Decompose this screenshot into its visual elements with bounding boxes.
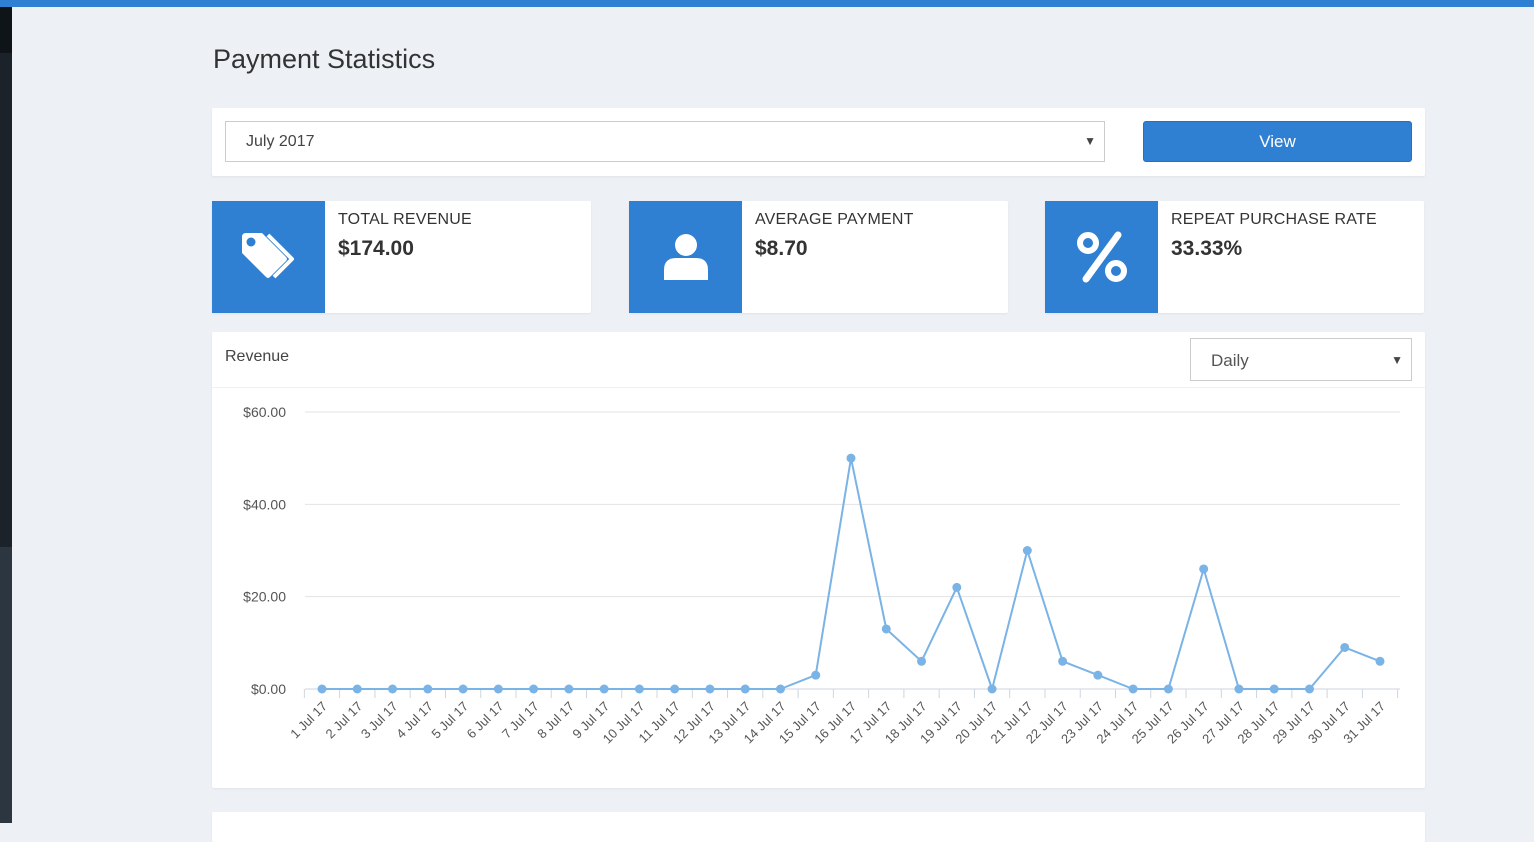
data-point [811, 670, 821, 680]
x-tick-label: 7 Jul 17 [499, 699, 542, 742]
data-point [670, 684, 680, 694]
stat-label: REPEAT PURCHASE RATE [1171, 211, 1377, 228]
stat-value: $174.00 [338, 237, 414, 260]
data-point [1340, 642, 1350, 652]
stat-label: AVERAGE PAYMENT [755, 211, 914, 228]
data-point [493, 684, 503, 694]
data-point [388, 684, 398, 694]
revenue-chart-panel: Revenue Daily ▼ $0.00 $20.00 $40.00 $60.00 1… [212, 332, 1425, 788]
page-title: Payment Statistics [213, 44, 436, 74]
next-panel [212, 812, 1425, 842]
data-point [458, 684, 468, 694]
period-select[interactable]: Daily ▼ [1190, 338, 1412, 381]
month-select[interactable]: July 2017 ▼ [225, 121, 1105, 162]
data-point [740, 684, 750, 694]
revenue-line-chart: $0.00 $20.00 $40.00 $60.00 1 Jul 172 Jul 173… [243, 404, 1400, 746]
data-point [917, 656, 927, 666]
price-tags-icon [212, 201, 325, 313]
chart-header: Revenue Daily ▼ [212, 332, 1425, 388]
data-point [1269, 684, 1279, 694]
y-tick-label: $40.00 [243, 496, 286, 512]
stat-card-average-payment: AVERAGE PAYMENT $8.70 [629, 201, 1008, 313]
data-point [881, 624, 891, 634]
data-point [599, 684, 609, 694]
revenue-series-line [322, 457, 1381, 690]
filter-panel: July 2017 ▼ View [212, 108, 1425, 176]
x-tick-label: 2 Jul 17 [323, 699, 366, 742]
percent-icon [1045, 201, 1158, 313]
data-point [352, 684, 362, 694]
sidebar-edge [0, 7, 12, 823]
data-point [529, 684, 539, 694]
data-point [1163, 684, 1173, 694]
x-tick-label: 5 Jul 17 [428, 699, 471, 742]
data-point [705, 684, 715, 694]
x-tick-label: 4 Jul 17 [393, 699, 436, 742]
data-point [317, 684, 327, 694]
data-point [1375, 656, 1385, 666]
stat-card-repeat-purchase-rate: REPEAT PURCHASE RATE 33.33% [1045, 201, 1424, 313]
chart-title: Revenue [225, 348, 290, 365]
data-point [1234, 684, 1244, 694]
data-point [1199, 564, 1209, 574]
stat-value: $8.70 [755, 237, 808, 260]
month-select-value: July 2017 [246, 133, 315, 150]
y-tick-label: $60.00 [243, 404, 286, 420]
sidebar-bottom-block [0, 547, 12, 823]
data-point [1093, 670, 1103, 680]
y-tick-label: $20.00 [243, 589, 286, 605]
data-point [775, 684, 785, 694]
data-point [423, 684, 433, 694]
data-point [846, 453, 856, 463]
x-tick-label: 8 Jul 17 [534, 699, 577, 742]
data-point [1304, 684, 1314, 694]
period-select-value: Daily [1211, 351, 1249, 370]
x-tick-label: 1 Jul 17 [287, 699, 330, 742]
chevron-down-icon: ▼ [1084, 134, 1096, 148]
user-icon [629, 201, 742, 313]
data-point [564, 684, 574, 694]
x-tick-label: 6 Jul 17 [464, 699, 507, 742]
stat-label: TOTAL REVENUE [338, 211, 472, 228]
view-button[interactable]: View [1143, 121, 1412, 162]
data-point [634, 684, 644, 694]
data-point [1058, 656, 1068, 666]
top-accent-bar [0, 0, 1534, 7]
data-point [1128, 684, 1138, 694]
stat-value: 33.33% [1171, 237, 1243, 260]
data-point [1022, 546, 1032, 555]
data-point [952, 582, 962, 592]
chevron-down-icon: ▼ [1391, 353, 1403, 367]
x-tick-label: 3 Jul 17 [358, 699, 401, 742]
y-tick-label: $0.00 [251, 681, 286, 697]
stat-card-total-revenue: TOTAL REVENUE $174.00 [212, 201, 591, 313]
data-point [987, 684, 997, 694]
sidebar-top-block [0, 7, 12, 53]
